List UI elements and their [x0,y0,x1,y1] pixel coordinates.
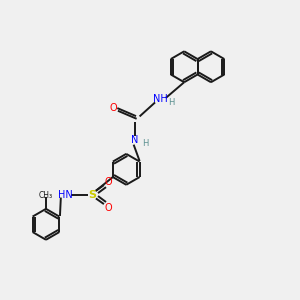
Text: S: S [88,190,96,200]
Text: O: O [110,103,118,113]
Text: H: H [169,98,175,107]
Text: NH: NH [153,94,168,104]
Text: H: H [142,139,148,148]
Text: HN: HN [58,190,73,200]
Text: N: N [131,136,139,146]
Text: O: O [104,176,112,187]
Text: O: O [104,203,112,213]
Text: CH₃: CH₃ [39,191,53,200]
